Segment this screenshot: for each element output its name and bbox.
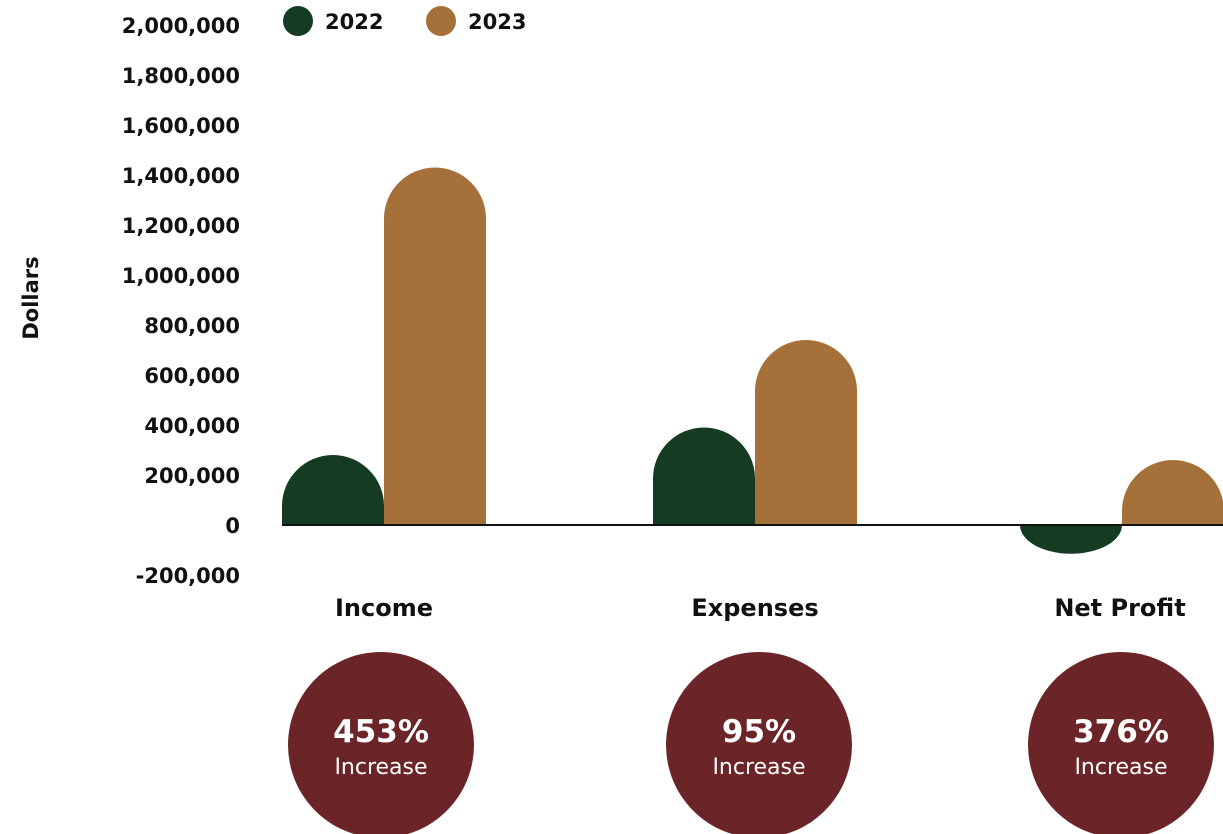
increase-badge-expenses: 95% Increase <box>666 652 852 834</box>
bar-income-2023 <box>384 167 486 525</box>
category-label-net-profit: Net Profit <box>1054 594 1185 622</box>
bar-net-profit-2022 <box>1020 525 1122 554</box>
badge-percent: 95% <box>722 714 796 750</box>
legend-label-2023: 2023 <box>468 10 526 34</box>
bar-income-2022 <box>282 455 384 525</box>
badge-label: Increase <box>334 755 427 780</box>
y-tick-label: 600,000 <box>144 364 240 388</box>
increase-badges: 453% Increase 95% Increase 376% Increase <box>288 652 1214 834</box>
badge-circle <box>666 652 852 834</box>
category-label-income: Income <box>335 594 433 622</box>
y-tick-label: 0 <box>225 514 240 538</box>
y-tick-label: 1,200,000 <box>122 214 240 238</box>
bar-expenses-2022 <box>653 427 755 525</box>
legend: 2022 2023 <box>283 6 526 36</box>
y-tick-label: 1,800,000 <box>122 64 240 88</box>
bar-expenses-2023 <box>755 340 857 525</box>
increase-badge-income: 453% Increase <box>288 652 474 834</box>
badge-label: Increase <box>712 755 805 780</box>
y-tick-label: 1,600,000 <box>122 114 240 138</box>
bars <box>282 167 1223 554</box>
category-label-expenses: Expenses <box>691 594 818 622</box>
bar-net-profit-2023 <box>1122 460 1223 525</box>
y-tick-label: 400,000 <box>144 414 240 438</box>
badge-percent: 453% <box>333 714 429 750</box>
increase-badge-net-profit: 376% Increase <box>1028 652 1214 834</box>
legend-label-2022: 2022 <box>325 10 383 34</box>
category-labels: Income Expenses Net Profit <box>335 594 1186 622</box>
legend-marker-2022 <box>283 6 313 36</box>
legend-marker-2023 <box>426 6 456 36</box>
y-axis-label: Dollars <box>19 256 43 339</box>
y-tick-label: 1,000,000 <box>122 264 240 288</box>
y-tick-label: 800,000 <box>144 314 240 338</box>
badge-circle <box>288 652 474 834</box>
badge-percent: 376% <box>1073 714 1169 750</box>
badge-circle <box>1028 652 1214 834</box>
y-tick-labels: 2,000,000 1,800,000 1,600,000 1,400,000 1,20… <box>122 14 240 588</box>
y-tick-label: 1,400,000 <box>122 164 240 188</box>
y-tick-label: 200,000 <box>144 464 240 488</box>
badge-label: Increase <box>1074 755 1167 780</box>
y-tick-label: 2,000,000 <box>122 14 240 38</box>
y-tick-label: -200,000 <box>136 564 240 588</box>
